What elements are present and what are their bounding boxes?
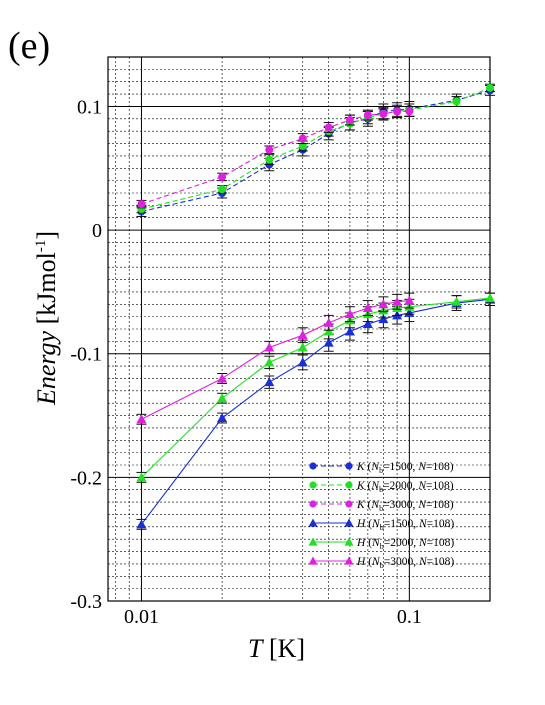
data-point [345, 481, 353, 489]
x-tick-label: 0.01 [124, 606, 159, 628]
legend-item: H (Nb=1500, N=108) [308, 518, 454, 532]
y-axis-label-quantity: Energy [32, 330, 61, 406]
data-point [393, 107, 402, 116]
data-point [451, 296, 462, 306]
data-point [345, 500, 353, 508]
legend-label: K (Nb=1500, N=108) [356, 461, 454, 475]
data-point [297, 357, 308, 367]
data-point [344, 537, 354, 546]
legend: K (Nb=1500, N=108) K (Nb=2000, N=108) K (N… [308, 461, 454, 570]
data-point [344, 518, 354, 527]
data-point [264, 342, 275, 352]
data-point [378, 314, 389, 324]
y-axis-label: Energy [kJmol-1] [32, 231, 61, 406]
x-axis-label-unit: [K] [262, 634, 305, 663]
data-point [217, 373, 228, 383]
data-point [297, 342, 308, 352]
x-axis-label: T [K] [248, 634, 305, 663]
y-axis-label-unit: [kJmol [32, 252, 61, 331]
plot-frame [107, 56, 491, 602]
data-point [137, 200, 146, 209]
data-point [265, 155, 274, 164]
series-5 [136, 292, 415, 425]
data-point [297, 330, 308, 340]
data-point [485, 293, 495, 303]
data-point [265, 145, 274, 154]
data-point [324, 123, 333, 132]
legend-label: H (Nb=1500, N=108) [356, 518, 454, 532]
panel-label: (e) [8, 25, 50, 67]
legend-label: K (Nb=3000, N=108) [356, 499, 454, 513]
data-point [379, 109, 388, 118]
y-tick-label: -0.1 [70, 344, 102, 366]
data-point [452, 97, 461, 106]
x-tick-label: 0.1 [397, 606, 422, 628]
data-point [345, 462, 353, 470]
data-point [344, 556, 354, 565]
legend-item: K (Nb=1500, N=108) [309, 461, 454, 475]
data-point [308, 537, 318, 546]
data-point [136, 472, 147, 482]
data-point [264, 377, 275, 387]
legend-item: H (Nb=2000, N=108) [308, 537, 454, 551]
data-point [298, 134, 307, 143]
axes [107, 56, 491, 602]
x-tick-labels: 0.01 0.1 [124, 606, 422, 628]
legend-item: K (Nb=3000, N=108) [309, 499, 454, 513]
y-axis-label-exponent: -1 [33, 240, 49, 253]
series-group [136, 83, 495, 530]
data-point [217, 413, 228, 423]
data-point [404, 295, 415, 305]
data-point [362, 319, 373, 329]
data-point [363, 111, 372, 120]
series-line [141, 300, 410, 420]
y-tick-labels: -0.3 -0.2 -0.1 0 0.1 [70, 96, 102, 613]
y-axis-label-close: ] [32, 231, 61, 240]
data-point [486, 83, 494, 92]
legend-item: K (Nb=2000, N=108) [309, 480, 454, 494]
data-point [323, 326, 334, 336]
data-point [136, 519, 147, 529]
data-point [218, 185, 227, 194]
data-point [136, 414, 147, 424]
data-point [308, 556, 318, 565]
y-tick-label: 0.1 [77, 96, 102, 118]
data-point [405, 107, 414, 116]
series-line [141, 298, 491, 525]
grid [108, 56, 491, 602]
legend-label: H (Nb=2000, N=108) [356, 537, 454, 551]
series-2 [136, 105, 415, 209]
series-line [141, 87, 491, 210]
x-axis-label-symbol: T [248, 634, 264, 663]
series-4 [136, 292, 495, 483]
data-point [309, 462, 317, 470]
data-point [264, 357, 275, 367]
y-tick-label: -0.3 [70, 591, 102, 613]
data-point [308, 518, 318, 527]
legend-label: H (Nb=3000, N=108) [356, 556, 454, 570]
y-tick-label: 0 [92, 220, 102, 242]
data-point [218, 172, 227, 181]
data-point [362, 302, 373, 312]
data-point [378, 299, 389, 309]
data-point [323, 337, 334, 347]
y-tick-label: -0.2 [70, 467, 102, 489]
legend-label: K (Nb=2000, N=108) [356, 480, 454, 494]
data-point [309, 500, 317, 508]
data-point [217, 393, 228, 403]
series-line [141, 297, 491, 478]
data-point [309, 481, 317, 489]
series-line [141, 89, 491, 213]
data-point [344, 309, 355, 319]
data-point [323, 317, 334, 327]
data-point [344, 326, 355, 336]
legend-item: H (Nb=3000, N=108) [308, 556, 454, 570]
data-point [392, 296, 403, 306]
data-point [345, 116, 354, 125]
series-line [141, 110, 410, 205]
